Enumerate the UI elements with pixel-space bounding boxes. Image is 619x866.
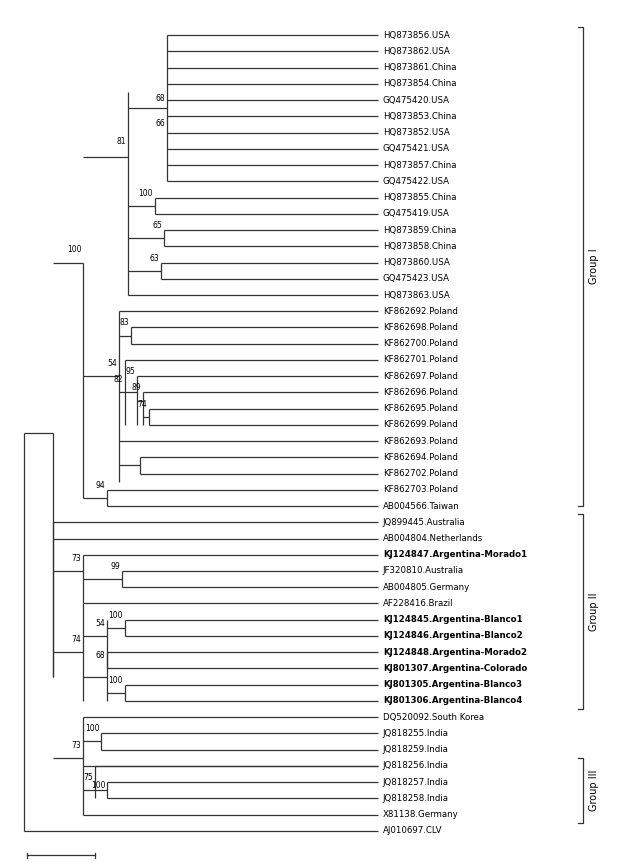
Text: 82: 82 (113, 375, 123, 385)
Text: 68: 68 (95, 651, 105, 660)
Text: 100: 100 (91, 781, 105, 790)
Text: KF862694.Poland: KF862694.Poland (383, 453, 457, 462)
Text: KF862695.Poland: KF862695.Poland (383, 404, 457, 413)
Text: JQ818256.India: JQ818256.India (383, 761, 449, 771)
Text: HQ873854.China: HQ873854.China (383, 80, 456, 88)
Text: 89: 89 (131, 384, 141, 392)
Text: X81138.Germany: X81138.Germany (383, 810, 459, 819)
Text: 73: 73 (72, 740, 81, 750)
Text: HQ873860.USA: HQ873860.USA (383, 258, 449, 267)
Text: HQ873857.China: HQ873857.China (383, 160, 456, 170)
Text: HQ873852.USA: HQ873852.USA (383, 128, 449, 137)
Text: 65: 65 (152, 221, 162, 230)
Text: 74: 74 (137, 399, 147, 409)
Text: GQ475419.USA: GQ475419.USA (383, 210, 449, 218)
Text: HQ873855.China: HQ873855.China (383, 193, 456, 202)
Text: AB004805.Germany: AB004805.Germany (383, 583, 470, 591)
Text: KJ124846.Argentina-Blanco2: KJ124846.Argentina-Blanco2 (383, 631, 522, 641)
Text: HQ873859.China: HQ873859.China (383, 225, 456, 235)
Text: HQ873862.USA: HQ873862.USA (383, 47, 449, 56)
Text: KJ801305.Argentina-Blanco3: KJ801305.Argentina-Blanco3 (383, 680, 522, 689)
Text: 94: 94 (95, 481, 105, 490)
Text: 63: 63 (149, 254, 159, 262)
Text: GQ475423.USA: GQ475423.USA (383, 275, 450, 283)
Text: AF228416.Brazil: AF228416.Brazil (383, 599, 453, 608)
Text: HQ873858.China: HQ873858.China (383, 242, 456, 251)
Text: KF862701.Poland: KF862701.Poland (383, 355, 458, 365)
Text: KF862692.Poland: KF862692.Poland (383, 307, 457, 316)
Text: HQ873863.USA: HQ873863.USA (383, 290, 449, 300)
Text: KJ801306.Argentina-Blanco4: KJ801306.Argentina-Blanco4 (383, 696, 522, 706)
Text: 100: 100 (67, 245, 81, 255)
Text: 54: 54 (95, 619, 105, 628)
Text: 74: 74 (72, 635, 81, 644)
Text: 73: 73 (72, 554, 81, 563)
Text: KF862697.Poland: KF862697.Poland (383, 372, 457, 381)
Text: Group II: Group II (589, 592, 599, 630)
Text: 95: 95 (125, 367, 135, 376)
Text: JQ818257.India: JQ818257.India (383, 778, 449, 786)
Text: JQ818255.India: JQ818255.India (383, 729, 449, 738)
Text: KF862698.Poland: KF862698.Poland (383, 323, 457, 332)
Text: HQ873856.USA: HQ873856.USA (383, 31, 449, 40)
Text: 54: 54 (107, 359, 117, 368)
Text: Group I: Group I (589, 249, 599, 284)
Text: JF320810.Australia: JF320810.Australia (383, 566, 464, 576)
Text: JQ899445.Australia: JQ899445.Australia (383, 518, 465, 527)
Text: KF862693.Poland: KF862693.Poland (383, 436, 457, 446)
Text: DQ520092.South Korea: DQ520092.South Korea (383, 713, 484, 721)
Text: KJ801307.Argentina-Colorado: KJ801307.Argentina-Colorado (383, 664, 527, 673)
Text: KF862703.Poland: KF862703.Poland (383, 485, 458, 494)
Text: KF862696.Poland: KF862696.Poland (383, 388, 457, 397)
Text: 81: 81 (116, 137, 126, 145)
Text: JQ818259.India: JQ818259.India (383, 745, 449, 754)
Text: KJ124845.Argentina-Blanco1: KJ124845.Argentina-Blanco1 (383, 615, 522, 624)
Text: KF862699.Poland: KF862699.Poland (383, 420, 457, 430)
Text: 100: 100 (139, 189, 153, 197)
Text: KF862700.Poland: KF862700.Poland (383, 339, 458, 348)
Text: 100: 100 (108, 675, 123, 685)
Text: AJ010697.CLV: AJ010697.CLV (383, 826, 442, 835)
Text: Group III: Group III (589, 770, 599, 811)
Text: AB004566.Taiwan: AB004566.Taiwan (383, 501, 459, 511)
Text: KJ124848.Argentina-Morado2: KJ124848.Argentina-Morado2 (383, 648, 527, 656)
Text: 100: 100 (108, 611, 123, 620)
Text: 68: 68 (155, 94, 165, 103)
Text: KF862702.Poland: KF862702.Poland (383, 469, 458, 478)
Text: HQ873861.China: HQ873861.China (383, 63, 456, 72)
Text: JQ818258.India: JQ818258.India (383, 794, 449, 803)
Text: KJ124847.Argentina-Morado1: KJ124847.Argentina-Morado1 (383, 550, 527, 559)
Text: HQ873853.China: HQ873853.China (383, 112, 456, 121)
Text: GQ475422.USA: GQ475422.USA (383, 177, 450, 186)
Text: 99: 99 (110, 562, 120, 571)
Text: 100: 100 (85, 724, 99, 734)
Text: 75: 75 (84, 773, 93, 782)
Text: GQ475420.USA: GQ475420.USA (383, 95, 450, 105)
Text: 66: 66 (155, 119, 165, 128)
Text: AB004804.Netherlands: AB004804.Netherlands (383, 534, 483, 543)
Text: 83: 83 (119, 319, 129, 327)
Text: GQ475421.USA: GQ475421.USA (383, 145, 450, 153)
